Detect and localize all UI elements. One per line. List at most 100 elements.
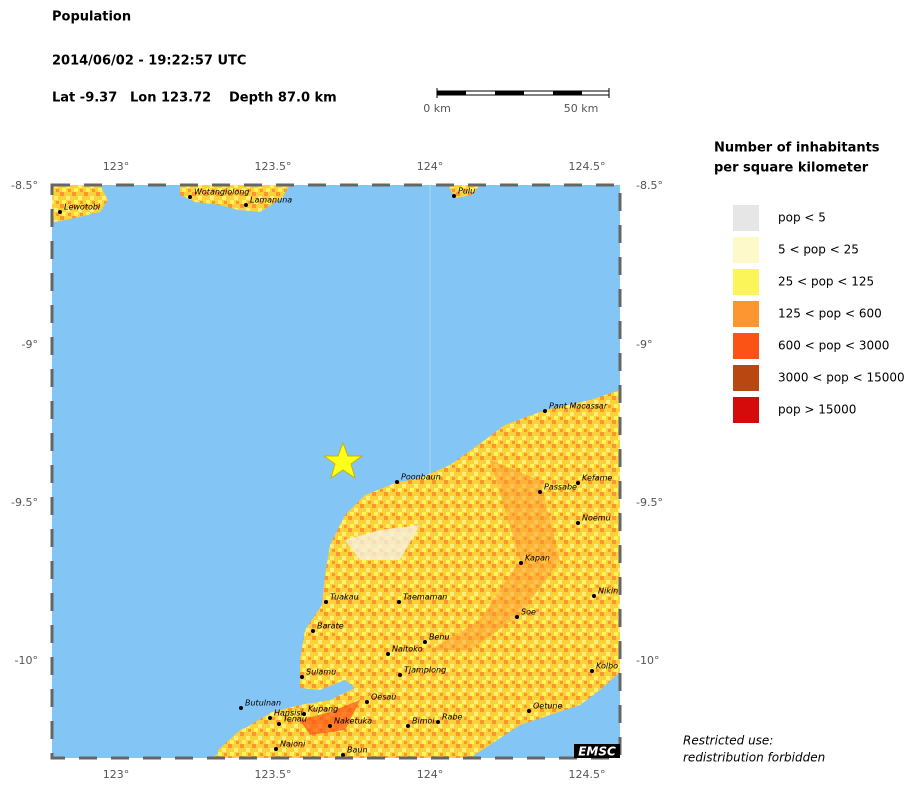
lat: Lat -9.37 bbox=[52, 91, 117, 106]
town-dot bbox=[590, 669, 594, 673]
town-label: Hansisi bbox=[274, 709, 304, 718]
x-tick-label: 124° bbox=[417, 768, 444, 781]
y-tick-label: -9.5° bbox=[636, 496, 663, 509]
town-dot bbox=[244, 203, 248, 207]
town-dot bbox=[311, 629, 315, 633]
legend-label: 125 < pop < 600 bbox=[778, 307, 882, 321]
x-tick-label: 123° bbox=[103, 160, 130, 173]
town-label: Pant Macassar bbox=[549, 402, 608, 411]
town-dot bbox=[515, 615, 519, 619]
legend-swatch bbox=[733, 237, 759, 263]
town-dot bbox=[519, 561, 523, 565]
depth: Depth 87.0 km bbox=[229, 91, 337, 106]
town-dot bbox=[423, 640, 427, 644]
town-label: Naioni bbox=[280, 740, 306, 749]
town-dot bbox=[543, 409, 547, 413]
town-label: Sulamu bbox=[306, 668, 336, 677]
town-dot bbox=[398, 673, 402, 677]
y-tick-label: -10° bbox=[636, 654, 659, 667]
epicenter bbox=[322, 441, 364, 480]
y-tick-label: -9° bbox=[22, 338, 38, 351]
scale-label: 50 km bbox=[564, 102, 599, 115]
legend-label: 3000 < pop < 15000 bbox=[778, 371, 905, 385]
town-dot bbox=[406, 724, 410, 728]
town-dot bbox=[397, 600, 401, 604]
legend-swatch bbox=[733, 301, 759, 327]
town-dot bbox=[239, 706, 243, 710]
town-label: Wotangiolong bbox=[194, 188, 249, 197]
town-label: Noemu bbox=[582, 514, 611, 523]
town-label: Kolbo bbox=[596, 662, 618, 671]
lon: Lon 123.72 bbox=[130, 91, 211, 106]
legend-swatch bbox=[733, 269, 759, 295]
town-label: Tjamplong bbox=[404, 666, 446, 675]
x-tick-label: 123° bbox=[103, 768, 130, 781]
y-tick-label: -10° bbox=[15, 654, 38, 667]
town-dot bbox=[395, 480, 399, 484]
town-dot bbox=[58, 210, 62, 214]
datetime: 2014/06/02 - 19:22:57 UTC bbox=[52, 54, 246, 69]
y-tick-label: -9° bbox=[636, 338, 652, 351]
town-dot bbox=[452, 194, 456, 198]
town-dot bbox=[188, 195, 192, 199]
town-label: Oetune bbox=[533, 702, 562, 711]
legend-label: pop > 15000 bbox=[778, 403, 856, 417]
x-tick-label: 123.5° bbox=[255, 768, 292, 781]
town-label: Tenau bbox=[283, 715, 307, 724]
town-label: Barate bbox=[317, 622, 344, 631]
town-label: Poonbaun bbox=[401, 473, 441, 482]
town-label: Soe bbox=[521, 608, 536, 617]
scale-label: 0 km bbox=[423, 102, 451, 115]
town-label: Butulnan bbox=[245, 699, 281, 708]
town-label: Passabe bbox=[544, 483, 577, 492]
town-dot bbox=[436, 720, 440, 724]
town-dot bbox=[527, 709, 531, 713]
town-label: Pulu bbox=[458, 187, 475, 196]
town-dot bbox=[328, 724, 332, 728]
legend-label: 5 < pop < 25 bbox=[778, 243, 859, 257]
y-tick-label: -8.5° bbox=[11, 179, 38, 192]
note: redistribution forbidden bbox=[683, 751, 825, 765]
legend-title: per square kilometer bbox=[714, 161, 869, 176]
town-dot bbox=[324, 600, 328, 604]
town-label: Kapan bbox=[525, 554, 550, 563]
town-label: Naketuka bbox=[334, 717, 372, 726]
town-label: Taemaman bbox=[403, 593, 447, 602]
town-label: Oesau bbox=[371, 693, 396, 702]
legend-swatch bbox=[733, 333, 759, 359]
town-dot bbox=[274, 747, 278, 751]
town-label: Kefame bbox=[582, 474, 612, 483]
x-tick-label: 124° bbox=[417, 160, 444, 173]
town-dot bbox=[300, 675, 304, 679]
y-tick-label: -8.5° bbox=[636, 179, 663, 192]
town-label: Nikin bbox=[598, 587, 618, 596]
town-label: Lewotobi bbox=[64, 203, 101, 212]
town-label: Baun bbox=[347, 746, 368, 755]
legend-label: 25 < pop < 125 bbox=[778, 275, 874, 289]
town-dot bbox=[576, 521, 580, 525]
credit: EMSC bbox=[578, 745, 616, 759]
town-label: Lamanuna bbox=[250, 196, 292, 205]
scale-bar bbox=[436, 88, 610, 98]
town-dot bbox=[277, 722, 281, 726]
note: Restricted use: bbox=[683, 734, 773, 748]
town-dot bbox=[576, 481, 580, 485]
town-dot bbox=[341, 753, 345, 757]
x-tick-label: 124.5° bbox=[569, 160, 606, 173]
town-label: Benu bbox=[429, 633, 450, 642]
town-dot bbox=[302, 712, 306, 716]
town-label: Rabe bbox=[442, 713, 463, 722]
town-dot bbox=[268, 716, 272, 720]
legend-swatch bbox=[733, 205, 759, 231]
legend-title: Number of inhabitants bbox=[714, 141, 880, 156]
y-tick-label: -9.5° bbox=[11, 496, 38, 509]
title: Population bbox=[52, 10, 131, 25]
map-frame bbox=[50, 183, 622, 760]
x-tick-label: 124.5° bbox=[569, 768, 606, 781]
town-label: Kupang bbox=[308, 705, 338, 714]
town-dot bbox=[538, 490, 542, 494]
town-label: Bimoi bbox=[412, 717, 435, 726]
town-label: Naitoko bbox=[392, 645, 423, 654]
